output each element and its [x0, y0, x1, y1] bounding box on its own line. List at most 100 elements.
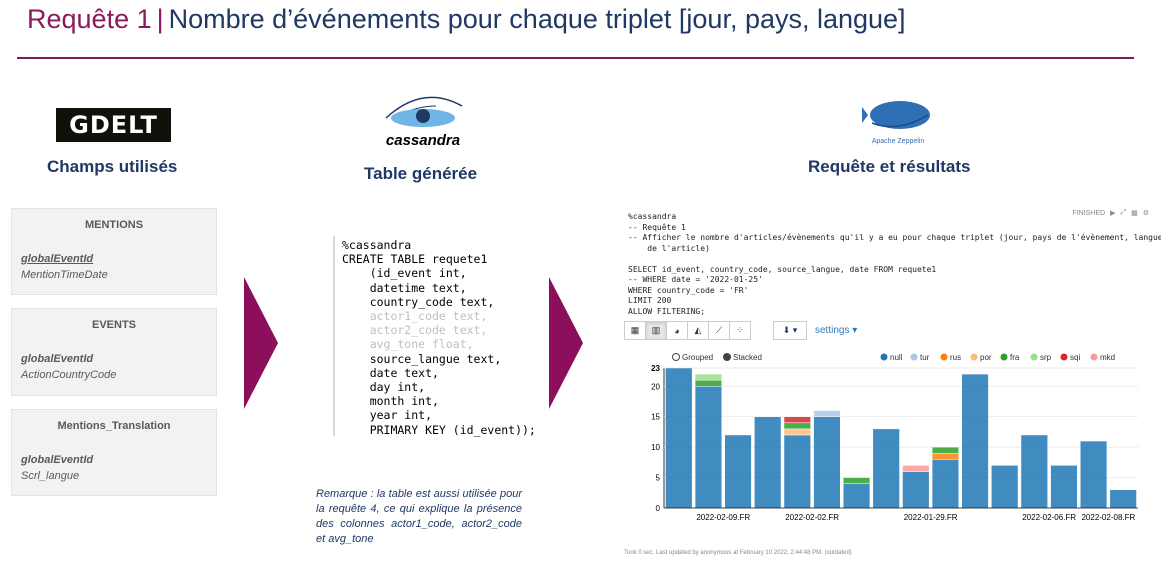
zeppelin-heading: Requête et résultats — [808, 157, 971, 176]
gdelt-logo: GDELT — [56, 108, 171, 142]
code-line: avg_tone float, — [342, 337, 474, 352]
y-tick-label: 0 — [656, 504, 661, 513]
query-line: -- Afficher le nombre d'articles/évèneme… — [628, 233, 1161, 242]
query-line: SELECT id_event, country_code, source_la… — [628, 264, 937, 274]
pie-chart-button[interactable]: ◕ — [666, 321, 688, 340]
code-line: day int, — [342, 380, 426, 395]
query-editor[interactable]: %cassandra -- Requête 1 -- Afficher le nom… — [628, 212, 1161, 317]
bar-segment-null — [902, 471, 930, 509]
title-request-number: Requête 1 — [27, 4, 152, 34]
legend-label: rus — [950, 353, 961, 362]
table-icon: ▦ — [630, 325, 640, 335]
box-title: EVENTS — [91, 319, 136, 331]
gear-icon[interactable]: ⚙ — [1142, 210, 1149, 217]
bar-segment-sqi — [783, 416, 811, 424]
area-chart-button[interactable]: ◭ — [687, 321, 709, 340]
code-line: actor2_code text, — [342, 323, 488, 338]
legend-label: tur — [920, 353, 930, 362]
code-line: year int, — [342, 408, 433, 423]
code-line: (id_event int, — [342, 266, 467, 281]
expand-icon[interactable]: ⤢ — [1120, 209, 1127, 216]
title-description: Nombre d’événements pour chaque triplet … — [168, 4, 906, 34]
code-line: CREATE TABLE requete1 — [342, 252, 488, 267]
legend-label: fra — [1010, 353, 1020, 362]
remark-note: Remarque : la table est aussi utilisée p… — [316, 488, 522, 545]
zeppelin-paragraph: FINISHED ▶ ⤢ ▦ ⚙ %cassandra -- Requête 1-… — [617, 205, 1161, 575]
bar-segment-srp — [694, 373, 723, 381]
x-tick-label: 2022-01-29.FR — [904, 513, 958, 522]
code-line: source_langue text, — [342, 351, 502, 366]
box-title: Mentions_Translation — [57, 420, 171, 432]
query-line: WHERE country_code = 'FR' — [628, 285, 749, 295]
settings-link[interactable]: settings ▾ — [815, 325, 857, 336]
line-chart-button[interactable]: ⟋ — [708, 321, 730, 340]
pie-chart-icon: ◕ — [674, 325, 680, 336]
bar-segment-null — [961, 373, 989, 509]
bar-segment-null — [813, 416, 841, 509]
x-tick-label: 2022-02-06.FR — [1022, 513, 1076, 522]
page-title: Requête 1 | Nombre d’événements pour chaqu… — [27, 4, 906, 35]
legend-label: null — [890, 353, 903, 362]
field-secondary: Scrl_langue — [21, 470, 80, 482]
y-tick-label: 5 — [656, 474, 661, 483]
query-line: de l'article) — [628, 243, 710, 253]
legend-swatch — [880, 353, 888, 361]
x-tick-label: 2022-02-08.FR — [1081, 513, 1135, 522]
bar-segment-null — [724, 434, 752, 509]
legend-swatch — [970, 353, 978, 361]
bar-segment-tur — [813, 410, 841, 417]
query-line — [628, 254, 1161, 265]
bar-segment-null — [842, 483, 871, 509]
cassandra-logo-text: cassandra — [386, 132, 460, 149]
area-chart-icon: ◭ — [694, 325, 702, 335]
results-bar-chart: Grouped Stacked null tur rus por fra srp sqi mkd 0… — [651, 353, 1138, 522]
bar-segment-mkd — [902, 465, 930, 472]
gdelt-heading: Champs utilisés — [47, 157, 178, 176]
bar-segment-null — [754, 416, 782, 509]
query-line: ALLOW FILTERING; — [628, 306, 706, 316]
settings-label: settings — [815, 325, 850, 336]
table-toggle-icon[interactable]: ▦ — [1131, 210, 1138, 217]
eye-lashes-icon — [385, 96, 463, 119]
create-table-code: %cassandra CREATE TABLE requete1 (id_even… — [333, 236, 536, 437]
scatter-chart-button[interactable]: ⁘ — [729, 321, 751, 340]
field-secondary: ActionCountryCode — [21, 369, 117, 381]
y-tick-label: 20 — [651, 382, 660, 391]
x-tick-label: 2022-02-09.FR — [696, 513, 750, 522]
code-line: PRIMARY KEY (id_event)); — [342, 422, 536, 437]
bar-chart-button[interactable]: ▥ — [645, 321, 667, 340]
bar-segment-fra — [783, 422, 811, 430]
code-line: month int, — [342, 394, 439, 409]
arrow-right-icon — [244, 277, 278, 409]
bar-segment-fra — [694, 379, 723, 387]
caret-down-icon: ▾ — [852, 325, 858, 336]
y-tick-label: 23 — [651, 364, 660, 373]
bar-segment-null — [783, 434, 811, 509]
field-primary: globalEventId — [21, 253, 94, 265]
run-status-footer: Took 0 sec. Last updated by anonymous at… — [624, 550, 852, 556]
zeppelin-stripe-icon — [871, 114, 929, 128]
run-icon[interactable]: ▶ — [1110, 210, 1116, 217]
field-primary: globalEventId — [21, 454, 94, 466]
x-tick-label: 2022-02-02.FR — [785, 513, 839, 522]
legend-label: por — [980, 353, 992, 362]
stack-mode-label: Stacked — [733, 353, 762, 362]
arrow-right-icon — [549, 277, 583, 409]
legend-swatch — [1030, 353, 1038, 361]
bar-segment-null — [665, 367, 693, 509]
stack-mode-radio — [723, 353, 731, 361]
code-line: country_code text, — [342, 294, 495, 309]
bar-segment-null — [872, 428, 900, 509]
bar-segment-null — [1020, 434, 1048, 509]
line-chart-icon: ⟋ — [715, 325, 723, 335]
table-view-button[interactable]: ▦ — [624, 321, 646, 340]
legend-swatch — [1090, 353, 1098, 361]
bar-segment-null — [931, 459, 960, 509]
bar-segment-fra — [931, 446, 960, 454]
zeppelin-logo-text: Apache Zeppelin — [871, 138, 925, 145]
paragraph-status-bar: FINISHED ▶ ⤢ ▦ ⚙ — [1072, 209, 1149, 217]
code-line: date text, — [342, 365, 439, 380]
bar-segment-por — [783, 428, 811, 436]
download-button[interactable]: ⬇ ▾ — [773, 321, 807, 340]
box-title: MENTIONS — [84, 219, 144, 231]
